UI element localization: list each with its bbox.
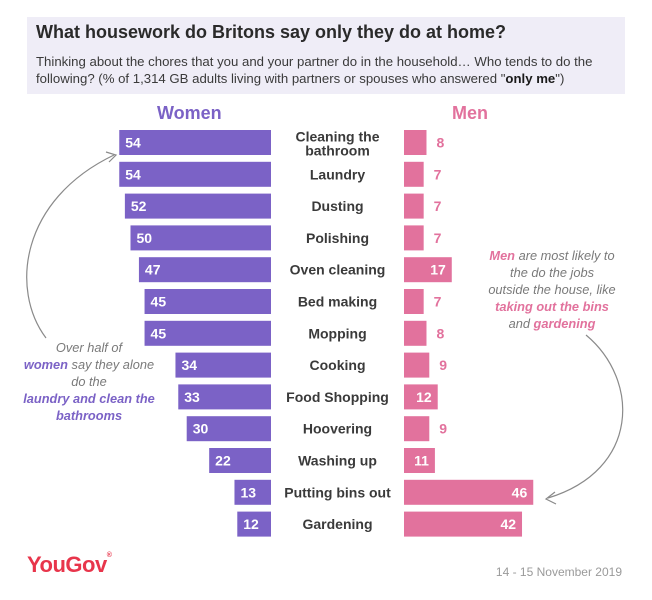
men-value-label: 7 (434, 230, 442, 246)
women-bar (178, 384, 271, 410)
women-bar (209, 448, 271, 473)
subtitle-end: ") (555, 71, 565, 86)
women-annotation: Over half of women say they alone do the l… (23, 340, 155, 423)
subtitle-text: Thinking about the chores that you and y… (36, 54, 593, 86)
chart-title: What housework do Britons say only they … (36, 22, 507, 42)
women-value-label: 45 (151, 325, 167, 341)
women-bar (138, 257, 271, 283)
women-value-label: 30 (193, 421, 209, 437)
men-value-label: 11 (414, 453, 429, 469)
men-bar (404, 352, 430, 378)
women-value-label: 52 (131, 198, 147, 214)
women-bar (119, 161, 271, 187)
women-bar (144, 289, 271, 314)
men-bar (404, 320, 427, 346)
category-label: Bed making (298, 294, 377, 310)
women-bar (234, 479, 271, 505)
women-bar (119, 130, 271, 155)
men-bar (404, 161, 424, 187)
women-value-label: 54 (125, 166, 141, 182)
men-bar (404, 511, 523, 537)
men-value-label: 8 (436, 325, 444, 341)
women-bar (186, 416, 271, 442)
women-value-label: 45 (151, 294, 167, 310)
men-value-label: 9 (439, 357, 447, 373)
women-bar (130, 225, 271, 251)
women-value-label: 34 (181, 357, 197, 373)
men-value-label: 9 (439, 421, 447, 437)
women-value-label: 12 (243, 516, 259, 532)
men-bar (404, 384, 438, 410)
women-value-label: 22 (215, 453, 231, 469)
men-value-label: 17 (430, 262, 446, 278)
fieldwork-date: 14 - 15 November 2019 (495, 565, 622, 579)
category-label: Oven cleaning (290, 262, 386, 278)
category-label: Polishing (306, 230, 369, 246)
men-value-label: 12 (416, 389, 432, 405)
category-label: Laundry (310, 166, 365, 182)
men-bar (404, 193, 424, 219)
women-bar (237, 511, 271, 537)
women-column-header: Women (157, 103, 222, 123)
men-value-label: 46 (512, 484, 528, 500)
women-value-label: 47 (145, 262, 161, 278)
men-bar (404, 257, 452, 283)
category-label: Cleaning the bathroom (295, 129, 379, 159)
men-bar (404, 225, 424, 251)
women-bar (124, 193, 271, 219)
category-label: Putting bins out (284, 484, 391, 500)
men-arrow-head (544, 491, 557, 505)
men-value-label: 8 (436, 135, 444, 151)
category-label: Washing up (298, 453, 377, 469)
men-value-label: 7 (434, 198, 442, 214)
men-bar (404, 130, 427, 155)
chart-subtitle: Thinking about the chores that you and y… (36, 53, 621, 87)
category-label: Food Shopping (286, 389, 389, 405)
women-value-label: 54 (125, 135, 141, 151)
category-label: Mopping (308, 325, 366, 341)
men-value-label: 42 (500, 516, 516, 532)
category-label: Hoovering (303, 421, 372, 437)
women-value-label: 33 (184, 389, 200, 405)
men-value-label: 7 (434, 294, 442, 310)
men-bar (404, 448, 435, 473)
men-bar (404, 479, 534, 505)
men-value-label: 7 (434, 166, 442, 182)
women-bar (175, 352, 271, 378)
category-label: Cooking (310, 357, 366, 373)
men-column-header: Men (452, 103, 488, 123)
women-value-label: 13 (240, 484, 256, 500)
men-bar (404, 289, 424, 314)
men-annotation-arrow (547, 334, 624, 499)
subtitle-bold: only me (505, 71, 556, 86)
men-bar (404, 416, 430, 442)
women-bar (144, 320, 271, 346)
yougov-logo: YouGov® (27, 552, 112, 577)
men-annotation: Men are most likely to the do the jobs o… (488, 248, 616, 331)
women-arrow-head (105, 151, 118, 163)
women-annotation-arrow (26, 154, 115, 339)
category-label: Dusting (311, 198, 363, 214)
header-panel: What housework do Britons say only they … (27, 17, 625, 94)
category-label: Gardening (302, 516, 372, 532)
women-value-label: 50 (137, 230, 153, 246)
